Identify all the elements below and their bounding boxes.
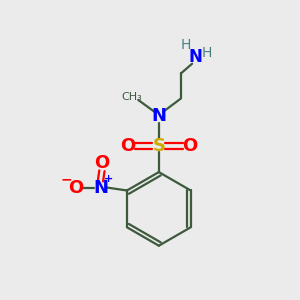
Text: +: + — [104, 174, 113, 184]
Text: O: O — [182, 136, 197, 154]
Text: O: O — [120, 136, 136, 154]
Text: O: O — [68, 178, 83, 196]
Text: S: S — [152, 136, 165, 154]
Text: H: H — [202, 46, 212, 60]
Text: N: N — [151, 107, 166, 125]
Text: CH₃: CH₃ — [121, 92, 142, 102]
Text: −: − — [60, 172, 72, 186]
Text: O: O — [94, 154, 110, 172]
Text: N: N — [93, 178, 108, 196]
Text: N: N — [189, 48, 202, 66]
Text: H: H — [180, 38, 190, 52]
